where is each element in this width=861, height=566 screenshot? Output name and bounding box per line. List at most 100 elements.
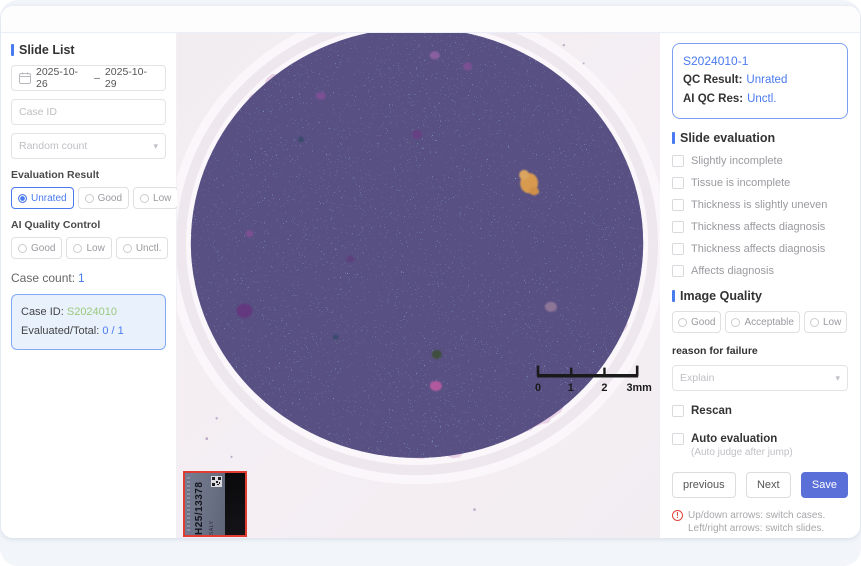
keyboard-hint: ! Up/down arrows: switch cases. Left/rig… <box>672 509 848 535</box>
case-id-input-wrap[interactable]: Case ID <box>11 99 166 125</box>
date-separator: – <box>94 72 100 84</box>
scale-bar: 0 1 2 3mm <box>535 365 652 394</box>
evaluated-row: Evaluated/Total: 0 / 1 <box>21 325 124 337</box>
top-bar <box>1 6 860 33</box>
radio-dot-icon <box>84 193 94 203</box>
previous-button[interactable]: previous <box>672 472 736 498</box>
section-bar <box>11 44 14 56</box>
radio-dot-icon <box>18 193 27 203</box>
slide-list-panel: Slide List 2025-10-26 – 2025-10-29 Case … <box>1 33 179 538</box>
slide-info-card: S2024010-1 QC Result: Unrated AI QC Res: U… <box>672 43 848 119</box>
case-id-value: S2024010 <box>66 306 118 318</box>
radio-dot-icon <box>731 317 741 327</box>
checkbox-icon <box>672 155 684 167</box>
image-quality-title: Image Quality <box>672 289 848 303</box>
checkbox-thickness-affects-2[interactable]: Thickness affects diagnosis <box>672 243 848 255</box>
checkbox-thickness-affects-1[interactable]: Thickness affects diagnosis <box>672 221 848 233</box>
checkbox-icon <box>672 177 684 189</box>
date-range-picker[interactable]: 2025-10-26 – 2025-10-29 <box>11 65 166 91</box>
radio-ai-unctl[interactable]: Unctl. <box>115 237 169 259</box>
radio-low[interactable]: Low <box>133 187 179 209</box>
random-count-select[interactable]: Random count ▾ <box>11 133 166 159</box>
image-quality-group: Good Acceptable Low <box>672 311 848 333</box>
slide-thumbnail[interactable]: H25/13378 SALY <box>183 471 247 537</box>
scale-tick-1: 1 <box>568 382 574 394</box>
checkbox-rescan[interactable]: Rescan <box>672 405 848 417</box>
slide-glass-area <box>225 473 245 535</box>
radio-iq-low[interactable]: Low <box>803 311 848 333</box>
content-row: Slide List 2025-10-26 – 2025-10-29 Case … <box>1 33 860 538</box>
radio-ai-low[interactable]: Low <box>66 237 112 259</box>
date-end: 2025-10-29 <box>104 66 147 90</box>
date-start: 2025-10-26 <box>36 66 79 90</box>
slide-list-title-text: Slide List <box>19 43 75 57</box>
radio-dot-icon <box>140 193 150 203</box>
radio-good[interactable]: Good <box>77 187 130 209</box>
scale-tick-2: 2 <box>601 382 607 394</box>
checkbox-icon <box>672 199 684 211</box>
slide-id: S2024010-1 <box>683 54 749 68</box>
radio-dot-icon <box>809 317 819 327</box>
radio-iq-good[interactable]: Good <box>672 311 722 333</box>
radio-dot-icon <box>122 243 132 253</box>
case-count: Case count: 1 <box>11 271 85 285</box>
next-button[interactable]: Next <box>745 472 791 498</box>
slide-label-id: H25/13378 <box>194 481 205 535</box>
evaluation-result-group: Unrated Good Low <box>11 187 179 209</box>
qc-result-value: Unrated <box>746 74 788 86</box>
reason-select-value: Explain <box>680 372 715 384</box>
keyboard-hint-text: Up/down arrows: switch cases. Left/right… <box>688 510 826 534</box>
evaluated-value: 0 / 1 <box>102 325 124 337</box>
save-button[interactable]: Save <box>800 472 848 498</box>
radio-dot-icon <box>678 317 687 327</box>
case-id-row: Case ID: S2024010 <box>21 306 118 318</box>
checkbox-icon <box>672 265 684 277</box>
case-list-item[interactable]: Case ID: S2024010 Evaluated/Total: 0 / 1 <box>11 294 166 350</box>
checkbox-slightly-incomplete[interactable]: Slightly incomplete <box>672 155 848 167</box>
label-edge-text <box>187 477 190 531</box>
slide-viewer[interactable]: 0 1 2 3mm H25/13378 SALY <box>177 33 660 538</box>
slide-label: H25/13378 SALY <box>185 473 225 535</box>
chevron-down-icon: ▾ <box>835 372 840 383</box>
random-count-value: Random count <box>19 140 88 152</box>
warning-icon: ! <box>672 510 683 521</box>
ai-qc-row: AI QC Res: Unctl. <box>683 93 777 105</box>
checkbox-icon <box>672 221 684 233</box>
checkbox-auto-evaluation[interactable]: Auto evaluation <box>672 433 848 445</box>
radio-dot-icon <box>73 243 83 253</box>
evaluation-result-label: Evaluation Result <box>11 169 100 181</box>
radio-iq-acceptable[interactable]: Acceptable <box>725 311 800 333</box>
checkbox-icon <box>672 243 684 255</box>
checkbox-tissue-incomplete[interactable]: Tissue is incomplete <box>672 177 848 189</box>
ai-quality-control-group: Good Low Unctl. <box>11 237 169 259</box>
radio-ai-good[interactable]: Good <box>11 237 63 259</box>
qc-result-row: QC Result: Unrated <box>683 74 788 86</box>
slide-evaluation-title: Slide evaluation <box>672 131 848 145</box>
ai-qc-value: Unctl. <box>747 93 777 105</box>
checkbox-icon <box>672 405 684 417</box>
action-buttons: previous Next Save <box>672 472 848 498</box>
radio-dot-icon <box>18 243 27 253</box>
scale-tick-0: 0 <box>535 382 541 394</box>
checkbox-icon <box>672 433 684 445</box>
slide-list-title: Slide List <box>11 43 166 57</box>
qr-code-icon <box>211 476 222 487</box>
whole-slide-image: 0 1 2 3mm <box>177 33 660 538</box>
chevron-down-icon: ▾ <box>153 140 158 151</box>
checkbox-affects-diagnosis[interactable]: Affects diagnosis <box>672 265 848 277</box>
section-bar <box>672 290 675 302</box>
case-count-value: 1 <box>78 271 85 285</box>
ai-quality-control-label: AI Quality Control <box>11 219 101 231</box>
slide-label-sub: SALY <box>209 520 215 535</box>
checkbox-thickness-uneven[interactable]: Thickness is slightly uneven <box>672 199 848 211</box>
case-id-input[interactable]: Case ID <box>19 106 57 118</box>
reason-select[interactable]: Explain ▾ <box>672 365 848 391</box>
main-card: Slide List 2025-10-26 – 2025-10-29 Case … <box>1 6 860 538</box>
scale-tick-3: 3mm <box>626 382 652 394</box>
evaluation-panel: S2024010-1 QC Result: Unrated AI QC Res: U… <box>660 33 860 538</box>
auto-evaluation-hint: (Auto judge after jump) <box>691 447 793 458</box>
radio-unrated[interactable]: Unrated <box>11 187 74 209</box>
reason-for-failure-label: reason for failure <box>672 345 758 357</box>
section-bar <box>672 132 675 144</box>
